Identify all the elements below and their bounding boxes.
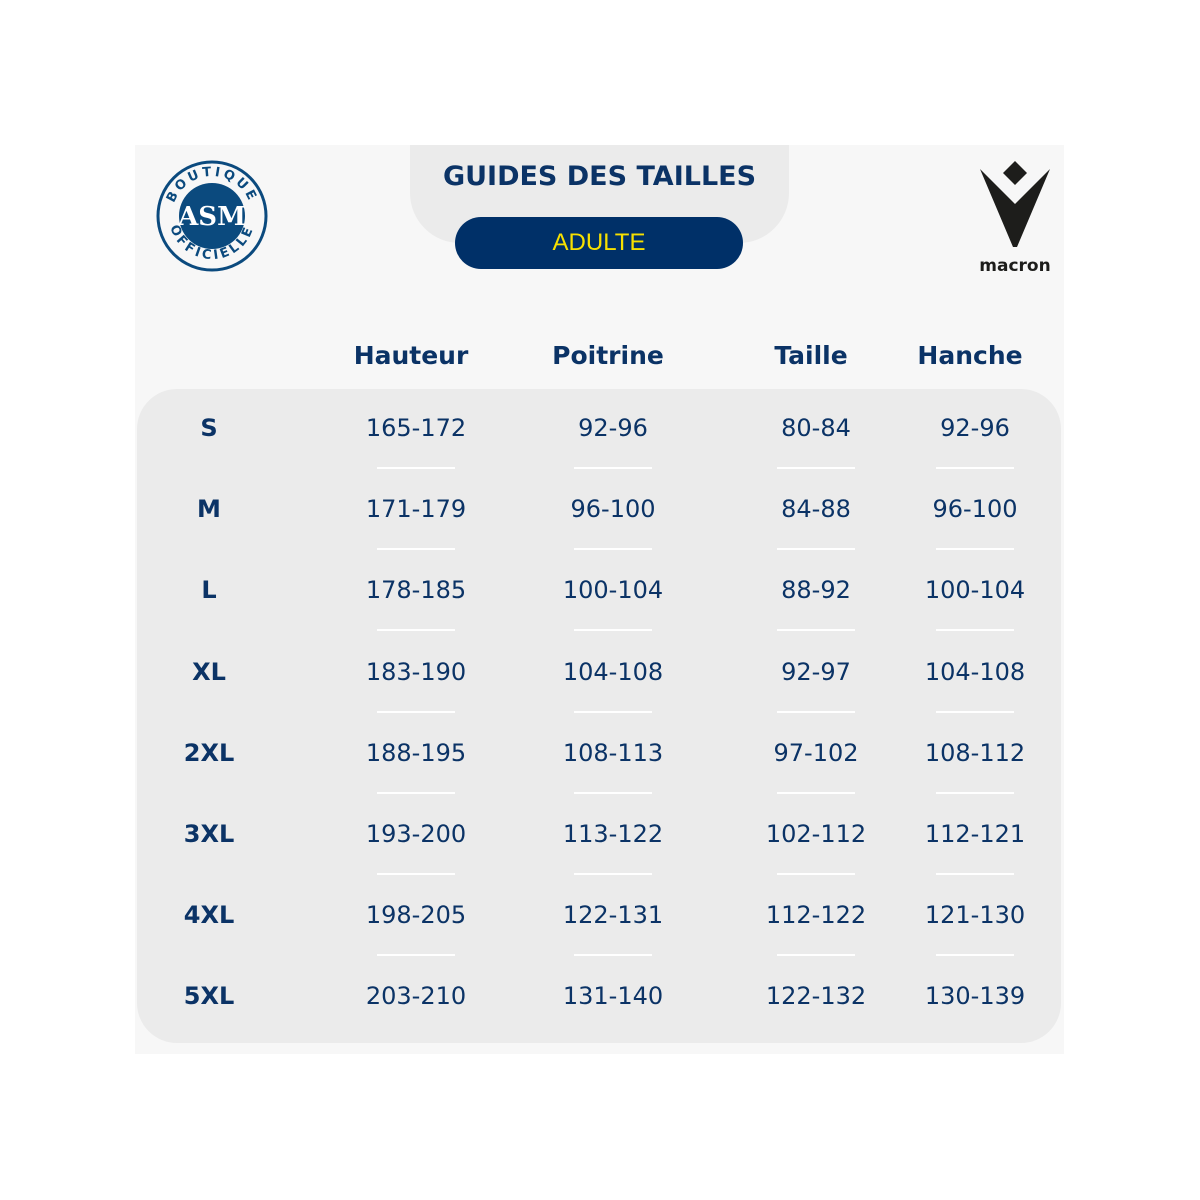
table-cell: 112-121 <box>924 820 1026 848</box>
row-divider <box>777 873 855 875</box>
column-header: Hauteur <box>353 341 469 370</box>
table-cell: 100-104 <box>924 576 1026 605</box>
size-label: M <box>197 495 221 524</box>
row-divider <box>936 791 1014 794</box>
row-divider <box>777 710 855 713</box>
row-divider <box>777 548 855 551</box>
table-cell: 130-139 <box>924 982 1026 1011</box>
table-cell: 104-108 <box>924 657 1026 686</box>
row-divider <box>936 467 1014 469</box>
table-cell: 122-131 <box>562 901 664 930</box>
row-divider <box>377 467 455 469</box>
table-cell: 112-122 <box>765 901 867 930</box>
table-cell: 113-122 <box>562 820 664 848</box>
row-divider <box>574 954 652 957</box>
size-label: S <box>200 414 218 442</box>
size-label: 3XL <box>183 820 235 848</box>
size-label: L <box>201 576 217 605</box>
table-cell: 97-102 <box>773 738 859 767</box>
row-divider <box>936 873 1014 875</box>
row-divider <box>936 629 1014 632</box>
table-cell: 96-100 <box>570 495 656 524</box>
size-label: XL <box>192 657 226 686</box>
row-divider <box>777 954 855 957</box>
row-divider <box>574 791 652 794</box>
table-cell: 104-108 <box>562 657 664 686</box>
row-divider <box>377 548 455 551</box>
table-cell: 171-179 <box>365 495 467 524</box>
table-cell: 108-113 <box>562 738 664 767</box>
row-divider <box>377 629 455 632</box>
macron-logo: macron <box>977 159 1053 281</box>
table-cell: 80-84 <box>781 414 851 442</box>
row-divider <box>574 629 652 632</box>
row-divider <box>574 873 652 875</box>
row-divider <box>574 710 652 713</box>
table-cell: 165-172 <box>365 414 467 442</box>
row-divider <box>377 954 455 957</box>
table-cell: 108-112 <box>924 738 1026 767</box>
row-divider <box>377 791 455 794</box>
row-divider <box>574 548 652 551</box>
row-divider <box>936 548 1014 551</box>
table-cell: 84-88 <box>781 495 851 524</box>
row-divider <box>936 954 1014 957</box>
size-table-panel <box>137 389 1061 1043</box>
size-label: 5XL <box>183 982 235 1011</box>
row-divider <box>777 629 855 632</box>
row-divider <box>377 873 455 875</box>
column-header: Hanche <box>917 341 1023 370</box>
boutique-officielle-logo: BOUTIQUE OFFICIELLE ASM <box>155 159 269 277</box>
row-divider <box>574 467 652 469</box>
table-cell: 183-190 <box>365 657 467 686</box>
adulte-button[interactable]: ADULTE <box>455 217 743 269</box>
size-guide-card: BOUTIQUE OFFICIELLE ASM GUIDES DES TAILL… <box>135 145 1064 1054</box>
svg-text:ASM: ASM <box>177 202 246 232</box>
table-cell: 100-104 <box>562 576 664 605</box>
row-divider <box>777 467 855 469</box>
table-cell: 88-92 <box>781 576 851 605</box>
table-cell: 121-130 <box>924 901 1026 930</box>
table-cell: 188-195 <box>365 738 467 767</box>
table-cell: 96-100 <box>932 495 1018 524</box>
table-cell: 102-112 <box>765 820 867 848</box>
table-cell: 178-185 <box>365 576 467 605</box>
row-divider <box>777 791 855 794</box>
svg-text:macron: macron <box>979 256 1050 276</box>
size-label: 2XL <box>183 738 235 767</box>
table-cell: 193-200 <box>365 820 467 848</box>
table-cell: 92-96 <box>940 414 1010 442</box>
column-header: Poitrine <box>552 341 664 370</box>
table-cell: 92-97 <box>781 657 851 686</box>
page-title: GUIDES DES TAILLES <box>442 161 757 192</box>
table-cell: 203-210 <box>365 982 467 1011</box>
size-label: 4XL <box>183 901 235 930</box>
row-divider <box>377 710 455 713</box>
table-cell: 198-205 <box>365 901 467 930</box>
column-header: Taille <box>774 341 848 370</box>
row-divider <box>936 710 1014 713</box>
table-cell: 92-96 <box>578 414 648 442</box>
table-cell: 131-140 <box>562 982 664 1011</box>
table-cell: 122-132 <box>765 982 867 1011</box>
